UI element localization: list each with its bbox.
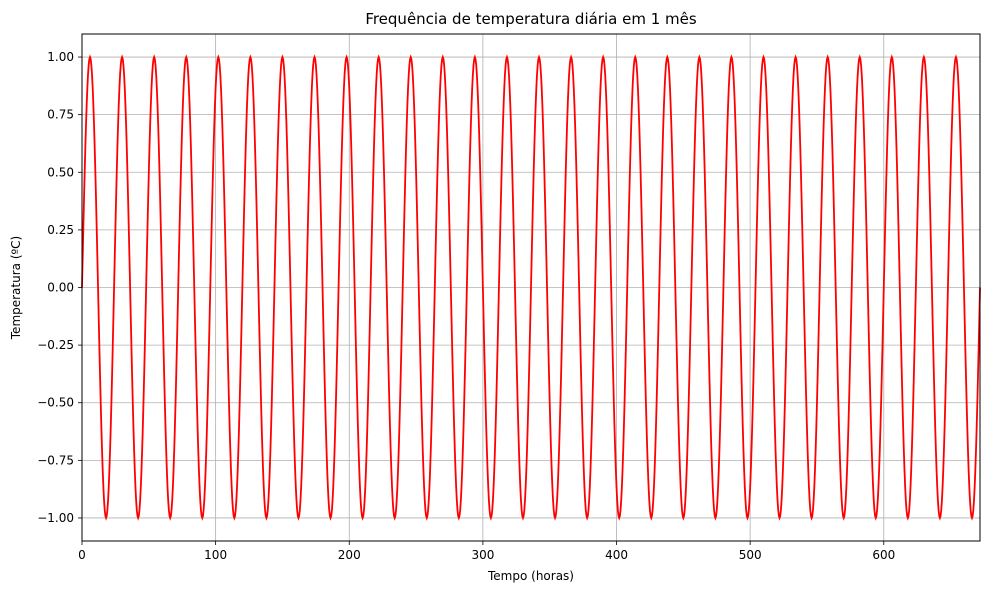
- x-tick-label: 0: [78, 548, 86, 562]
- y-axis-ticks: 1.00 0.75 0.50 0.25 0.00 −0.25 −0.50 −0.75 −1.00: [37, 50, 82, 525]
- y-tick-label: −0.50: [37, 396, 74, 410]
- y-tick-label: −0.75: [37, 453, 74, 467]
- y-tick-label: 0.50: [47, 165, 74, 179]
- x-tick-label: 600: [872, 548, 895, 562]
- x-tick-label: 100: [204, 548, 227, 562]
- x-axis-ticks: 0 100 200 300 400 500 600: [78, 541, 895, 562]
- x-tick-label: 500: [739, 548, 762, 562]
- y-axis-label: Temperatura (ºC): [9, 236, 23, 340]
- x-tick-label: 400: [605, 548, 628, 562]
- y-tick-label: 1.00: [47, 50, 74, 64]
- grid-lines: [81, 34, 980, 541]
- temperature-series-line: [81, 54, 981, 521]
- y-tick-label: −0.25: [37, 338, 74, 352]
- y-tick-label: 0.25: [47, 223, 74, 237]
- y-tick-label: 0.00: [47, 281, 74, 295]
- x-tick-label: 200: [338, 548, 361, 562]
- chart-title: Frequência de temperatura diária em 1 mê…: [365, 10, 697, 28]
- y-tick-label: 0.75: [47, 108, 74, 122]
- y-tick-label: −1.00: [37, 511, 74, 525]
- x-axis-label: Tempo (horas): [487, 569, 574, 583]
- x-tick-label: 300: [471, 548, 494, 562]
